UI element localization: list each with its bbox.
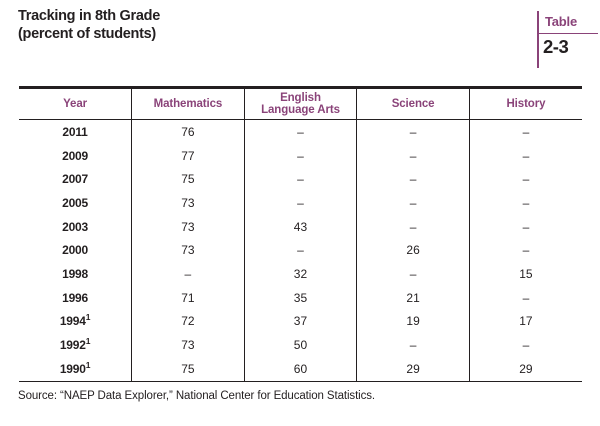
value-cell-history: 15 xyxy=(468,262,582,286)
table-header: Year Mathematics English Language Arts S… xyxy=(19,87,582,120)
value-cell-mathematics: 73 xyxy=(131,214,245,239)
value-cell-mathematics: 75 xyxy=(131,167,245,192)
value-cell-mathematics: – xyxy=(131,262,245,286)
table-body: 2011 76 – – – 2009 77 – – – 2007 75 – – … xyxy=(19,119,582,382)
year-text: 1996 xyxy=(62,290,88,305)
table-label-vertical-rule xyxy=(537,11,539,68)
value-cell-science: – xyxy=(356,143,470,168)
year-cell: 1998 xyxy=(19,262,132,286)
table-row: 2011 76 – – – xyxy=(19,119,582,144)
value-cell-history: – xyxy=(468,143,582,168)
year-text: 2000 xyxy=(62,243,88,258)
tracking-table: Year Mathematics English Language Arts S… xyxy=(19,86,582,382)
value-cell-english-language-arts: 35 xyxy=(243,285,357,310)
value-cell-history: – xyxy=(468,238,582,263)
value-cell-english-language-arts: – xyxy=(243,119,357,144)
value-cell-english-language-arts: – xyxy=(243,143,357,168)
col-header-mathematics: Mathematics xyxy=(131,87,245,120)
value-cell-english-language-arts: 32 xyxy=(243,262,357,286)
value-cell-english-language-arts: 60 xyxy=(243,356,357,382)
table-row: 1996 71 35 21 – xyxy=(19,285,582,310)
year-cell: 2011 xyxy=(19,120,132,144)
col-header-science: Science xyxy=(356,87,470,120)
year-text: 2005 xyxy=(62,195,88,210)
value-cell-mathematics: 73 xyxy=(131,238,245,263)
value-cell-mathematics: 76 xyxy=(131,119,245,144)
value-cell-mathematics: 75 xyxy=(131,356,245,382)
table-row: 19921 73 50 – – xyxy=(19,333,582,357)
value-cell-science: 29 xyxy=(356,356,470,382)
value-cell-english-language-arts: 43 xyxy=(243,214,357,239)
table-label: Table 2-3 xyxy=(537,11,599,69)
year-cell: 1996 xyxy=(19,286,132,310)
value-cell-history: – xyxy=(468,119,582,144)
value-cell-mathematics: 77 xyxy=(131,143,245,168)
year-cell: 19921 xyxy=(19,333,132,357)
year-text: 1994 xyxy=(59,314,86,329)
value-cell-history: – xyxy=(468,191,582,215)
year-text: 1990 xyxy=(59,361,86,376)
table-row: 2000 73 – 26 – xyxy=(19,238,582,263)
value-cell-science: – xyxy=(356,119,470,144)
value-cell-science: – xyxy=(356,333,470,357)
title-line-2: (percent of students) xyxy=(18,26,156,42)
table-label-word: Table xyxy=(545,14,577,29)
value-cell-history: – xyxy=(468,214,582,239)
table-label-number: 2-3 xyxy=(543,36,569,57)
value-cell-english-language-arts: – xyxy=(243,191,357,215)
value-cell-history: 29 xyxy=(468,356,582,382)
value-cell-english-language-arts: 37 xyxy=(243,309,357,334)
value-cell-mathematics: 71 xyxy=(131,285,245,310)
year-text: 2011 xyxy=(62,124,88,139)
value-cell-science: – xyxy=(356,262,470,286)
year-text: 2007 xyxy=(62,172,88,187)
year-text: 2009 xyxy=(62,148,88,163)
value-cell-science: 26 xyxy=(356,238,470,263)
value-cell-science: 21 xyxy=(356,285,470,310)
header-row: Year Mathematics English Language Arts S… xyxy=(19,87,582,120)
table-label-horizontal-rule xyxy=(537,32,598,34)
value-cell-mathematics: 72 xyxy=(131,309,245,334)
value-cell-history: – xyxy=(468,333,582,357)
value-cell-science: – xyxy=(356,214,470,239)
value-cell-english-language-arts: – xyxy=(243,167,357,192)
value-cell-mathematics: 73 xyxy=(131,333,245,357)
value-cell-science: – xyxy=(356,167,470,192)
col-header-history: History xyxy=(468,87,582,120)
year-cell: 2007 xyxy=(19,167,132,191)
year-cell: 2003 xyxy=(19,215,132,239)
year-superscript: 1 xyxy=(85,312,91,323)
table-title: Tracking in 8th Grade (percent of studen… xyxy=(18,7,160,43)
source-note: Source: “NAEP Data Explorer,” National C… xyxy=(18,390,376,402)
value-cell-science: – xyxy=(356,191,470,215)
table-row: 19941 72 37 19 17 xyxy=(19,309,582,334)
year-superscript: 1 xyxy=(85,359,91,370)
table-row: 2005 73 – – – xyxy=(19,191,582,215)
title-line-1: Tracking in 8th Grade xyxy=(18,8,160,24)
value-cell-history: 17 xyxy=(468,309,582,334)
value-cell-mathematics: 73 xyxy=(131,191,245,215)
col-header-year: Year xyxy=(19,87,132,120)
year-cell: 2005 xyxy=(19,191,132,215)
year-cell: 19901 xyxy=(19,357,132,381)
year-cell: 2009 xyxy=(19,144,132,168)
value-cell-english-language-arts: – xyxy=(243,238,357,263)
value-cell-english-language-arts: 50 xyxy=(243,333,357,357)
col-header-english-language-arts: English Language Arts xyxy=(243,87,357,120)
table-row: 2003 73 43 – – xyxy=(19,214,582,239)
table-row: 1998 – 32 – 15 xyxy=(19,262,582,286)
year-cell: 19941 xyxy=(19,310,132,334)
year-text: 1998 xyxy=(62,266,88,281)
table-row: 19901 75 60 29 29 xyxy=(19,356,582,382)
table-row: 2009 77 – – – xyxy=(19,143,582,168)
value-cell-history: – xyxy=(468,167,582,192)
value-cell-history: – xyxy=(468,285,582,310)
year-cell: 2000 xyxy=(19,238,132,262)
year-text: 2003 xyxy=(62,219,88,234)
year-text: 1992 xyxy=(59,338,86,353)
year-superscript: 1 xyxy=(85,336,91,347)
table-row: 2007 75 – – – xyxy=(19,167,582,192)
value-cell-science: 19 xyxy=(356,309,470,334)
